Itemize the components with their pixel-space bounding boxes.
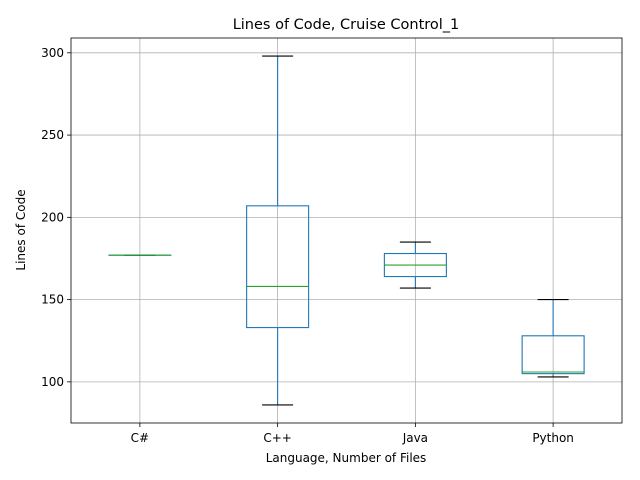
- box-java: [383, 241, 447, 289]
- x-tick-label: Java: [402, 431, 428, 445]
- x-tick-label: C#: [131, 431, 149, 445]
- y-axis-label: Lines of Code: [14, 189, 28, 270]
- y-tick-label: 150: [41, 293, 64, 307]
- grid-layer: [71, 38, 622, 423]
- chart-title: Lines of Code, Cruise Control_1: [233, 17, 460, 33]
- box-python: [521, 299, 585, 378]
- tick-layer: 100 150 200 250 300 C# C++ Java Python: [41, 46, 574, 445]
- x-axis-label: Language, Number of Files: [266, 451, 427, 465]
- x-tick-label: Python: [532, 431, 574, 445]
- iqr-box: [521, 335, 585, 375]
- y-tick-label: 300: [41, 46, 64, 60]
- box-layer: [108, 55, 585, 406]
- x-tick-label: C++: [263, 431, 292, 445]
- plot-frame: [70, 37, 623, 424]
- box-c-: [246, 55, 310, 406]
- y-tick-label: 100: [41, 375, 64, 389]
- y-tick-label: 200: [41, 210, 64, 224]
- y-tick-label: 250: [41, 128, 64, 142]
- iqr-box: [246, 205, 310, 329]
